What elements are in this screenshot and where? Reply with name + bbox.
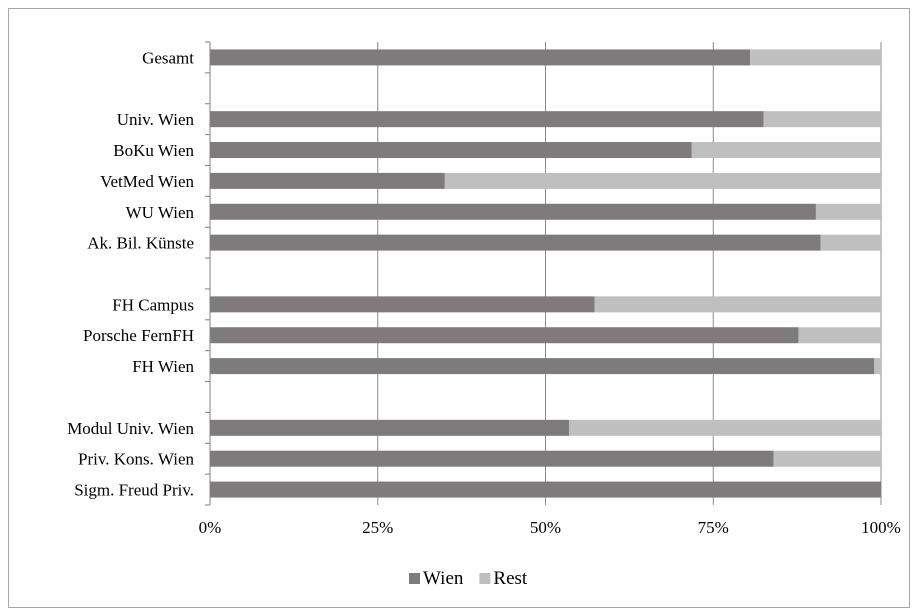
bar-wien [210, 172, 445, 189]
bar-wien [210, 49, 751, 66]
bar-wien [210, 234, 821, 251]
x-tick-label: 75% [698, 518, 729, 537]
legend-swatch-rest [479, 573, 491, 584]
bar-wien [210, 111, 764, 128]
bar-rest [750, 49, 881, 66]
bar-rest [820, 234, 881, 251]
bar-rest [773, 450, 881, 467]
category-label: FH Wien [132, 357, 194, 376]
legend-label-rest: Rest [493, 568, 528, 589]
category-label: Gesamt [142, 48, 194, 67]
category-label: Ak. Bil. Künste [87, 234, 194, 253]
bar-wien [210, 327, 799, 344]
category-label: Priv. Kons. Wien [78, 450, 194, 469]
bars [210, 49, 881, 498]
category-label: BoKu Wien [113, 141, 194, 160]
bar-wien [210, 481, 881, 498]
legend-label-wien: Wien [423, 568, 464, 589]
category-label: WU Wien [126, 203, 195, 222]
bar-rest [691, 142, 881, 159]
legend-swatch-wien [409, 573, 420, 584]
bar-rest [444, 172, 881, 189]
bar-rest [798, 327, 881, 344]
x-tick-label: 100% [861, 518, 901, 537]
bar-rest [874, 358, 881, 375]
x-tick-label: 0% [199, 518, 222, 537]
x-tick-label: 25% [362, 518, 393, 537]
x-tick-labels: 0% 25% 50% 75% 100% [199, 518, 901, 537]
bar-wien [210, 296, 595, 313]
bar-wien [210, 419, 569, 436]
category-label: Modul Univ. Wien [67, 419, 194, 438]
bar-rest [568, 419, 881, 436]
legend: Wien Rest [409, 568, 528, 589]
stacked-bar-chart: Gesamt Univ. Wien BoKu Wien VetMed Wien WU W… [67, 41, 901, 589]
category-label: Univ. Wien [117, 110, 195, 129]
bar-rest [763, 111, 881, 128]
category-label: Sigm. Freud Priv. [74, 481, 194, 500]
category-label: Porsche FernFH [83, 326, 194, 345]
category-labels: Gesamt Univ. Wien BoKu Wien VetMed Wien WU W… [67, 48, 194, 499]
category-label: VetMed Wien [100, 172, 194, 191]
bar-wien [210, 450, 774, 467]
bar-rest [594, 296, 881, 313]
y-axis [205, 41, 211, 506]
bar-wien [210, 142, 692, 159]
x-tick-label: 50% [530, 518, 561, 537]
bar-wien [210, 358, 875, 375]
bar-wien [210, 203, 816, 220]
category-label: FH Campus [112, 295, 194, 314]
bar-rest [815, 203, 881, 220]
